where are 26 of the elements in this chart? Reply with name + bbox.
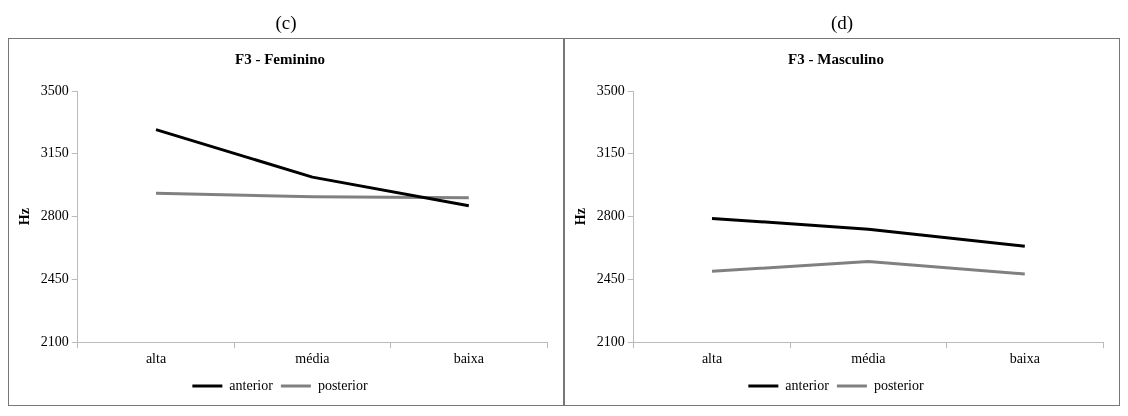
y-tick-label: 3500 [596, 82, 625, 98]
x-tick-label: baixa [453, 351, 485, 367]
y-tick-label: 2800 [596, 208, 625, 224]
x-tick-label: alta [145, 351, 167, 367]
legend-label: posterior [873, 377, 924, 393]
x-tick-label: média [295, 351, 331, 367]
y-axis-title: Hz [573, 208, 589, 226]
y-tick-label: 2450 [596, 271, 625, 287]
y-tick-label: 2450 [40, 271, 69, 287]
y-axis-title: Hz [17, 208, 33, 226]
legend-label: anterior [785, 377, 830, 393]
text: (d) [829, 11, 855, 35]
chart-title: F3 - Masculino [788, 50, 884, 67]
y-tick-label: 3150 [40, 145, 69, 161]
y-tick-label: 2800 [40, 208, 69, 224]
y-tick-label: 2100 [596, 333, 625, 349]
chart-title: F3 - Feminino [235, 50, 325, 67]
legend-label: anterior [229, 377, 274, 393]
y-tick-label: 3500 [40, 82, 69, 98]
text: (c) [274, 11, 298, 35]
y-tick-label: 2100 [40, 333, 69, 349]
x-tick-label: baixa [1009, 351, 1041, 367]
x-tick-label: média [851, 351, 887, 367]
legend-label: posterior [317, 377, 368, 393]
x-tick-label: alta [701, 351, 723, 367]
y-tick-label: 3150 [596, 145, 625, 161]
